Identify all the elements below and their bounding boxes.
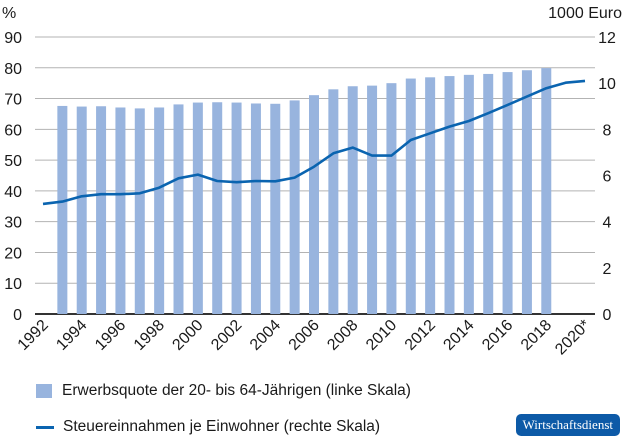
bar bbox=[521, 70, 532, 315]
left-tick-label: 90 bbox=[4, 30, 22, 47]
x-tick-label: 1998 bbox=[131, 317, 168, 354]
bar bbox=[134, 108, 145, 314]
bar bbox=[386, 83, 397, 315]
x-tick-label: 2010 bbox=[363, 317, 400, 354]
left-tick-label: 0 bbox=[13, 307, 22, 324]
bar bbox=[115, 107, 126, 314]
bar bbox=[367, 85, 378, 314]
legend-label-bar: Erwerbsquote der 20- bis 64-Jährigen (li… bbox=[62, 382, 411, 399]
bar bbox=[212, 102, 223, 314]
left-tick-label: 80 bbox=[4, 61, 22, 78]
x-tick-label: 2008 bbox=[324, 317, 361, 354]
x-tick-label: 1994 bbox=[53, 317, 90, 354]
x-tick-label: 2006 bbox=[286, 317, 323, 354]
x-tick-label: 2004 bbox=[247, 317, 284, 354]
bar bbox=[425, 77, 436, 315]
left-tick-label: 20 bbox=[4, 245, 22, 262]
left-tick-label: 60 bbox=[4, 122, 22, 139]
right-axis-unit: 1000 Euro bbox=[548, 5, 622, 22]
legend-label-line: Steuereinnahmen je Einwohner (rechte Ska… bbox=[63, 418, 381, 435]
x-tick-label: 2012 bbox=[402, 317, 439, 354]
bar bbox=[347, 86, 358, 314]
bar bbox=[444, 76, 455, 315]
bar bbox=[541, 68, 552, 314]
bar bbox=[231, 102, 242, 314]
tax-revenue-line bbox=[42, 79, 586, 206]
bar bbox=[250, 103, 261, 314]
x-tick-label: 2018 bbox=[518, 317, 555, 354]
left-tick-label: 10 bbox=[4, 276, 22, 293]
right-tick-label: 12 bbox=[598, 30, 616, 47]
right-tick-label: 10 bbox=[598, 76, 616, 93]
bar bbox=[463, 74, 474, 315]
bar bbox=[270, 103, 281, 314]
legend-swatch-bar bbox=[36, 384, 52, 398]
legend-item-bar: Erwerbsquote der 20- bis 64-Jährigen (li… bbox=[36, 382, 411, 400]
legend-item-line: Steuereinnahmen je Einwohner (rechte Ska… bbox=[36, 418, 380, 436]
left-tick-label: 40 bbox=[4, 184, 22, 201]
left-tick-label: 50 bbox=[4, 153, 22, 170]
bar bbox=[154, 107, 165, 314]
right-tick-label: 4 bbox=[603, 215, 612, 232]
wirtschaftsdienst-logo: Wirtschaftsdienst bbox=[515, 414, 620, 436]
x-tick-label: 2020* bbox=[552, 317, 594, 359]
right-tick-label: 2 bbox=[603, 261, 612, 278]
bar bbox=[57, 105, 68, 314]
right-tick-label: 8 bbox=[603, 122, 612, 139]
bar bbox=[483, 73, 494, 314]
legend-swatch-line bbox=[36, 425, 54, 429]
x-tick-label: 1996 bbox=[92, 317, 129, 354]
bar bbox=[405, 78, 416, 314]
bar bbox=[96, 106, 107, 314]
bar bbox=[309, 95, 319, 314]
left-tick-label: 70 bbox=[4, 92, 22, 109]
left-tick-label: 30 bbox=[4, 215, 22, 232]
bar bbox=[173, 104, 184, 314]
x-tick-label: 2016 bbox=[479, 317, 516, 354]
right-tick-label: 6 bbox=[603, 169, 612, 186]
x-tick-label: 2014 bbox=[440, 317, 477, 354]
bar bbox=[76, 106, 87, 315]
bar bbox=[289, 100, 300, 314]
right-tick-label: 0 bbox=[603, 307, 612, 324]
x-tick-label: 2002 bbox=[208, 317, 245, 354]
x-tick-label: 2000 bbox=[169, 317, 206, 354]
bar bbox=[192, 102, 203, 314]
bar bbox=[328, 89, 339, 314]
left-axis-unit: % bbox=[2, 5, 16, 22]
bar bbox=[502, 72, 513, 314]
